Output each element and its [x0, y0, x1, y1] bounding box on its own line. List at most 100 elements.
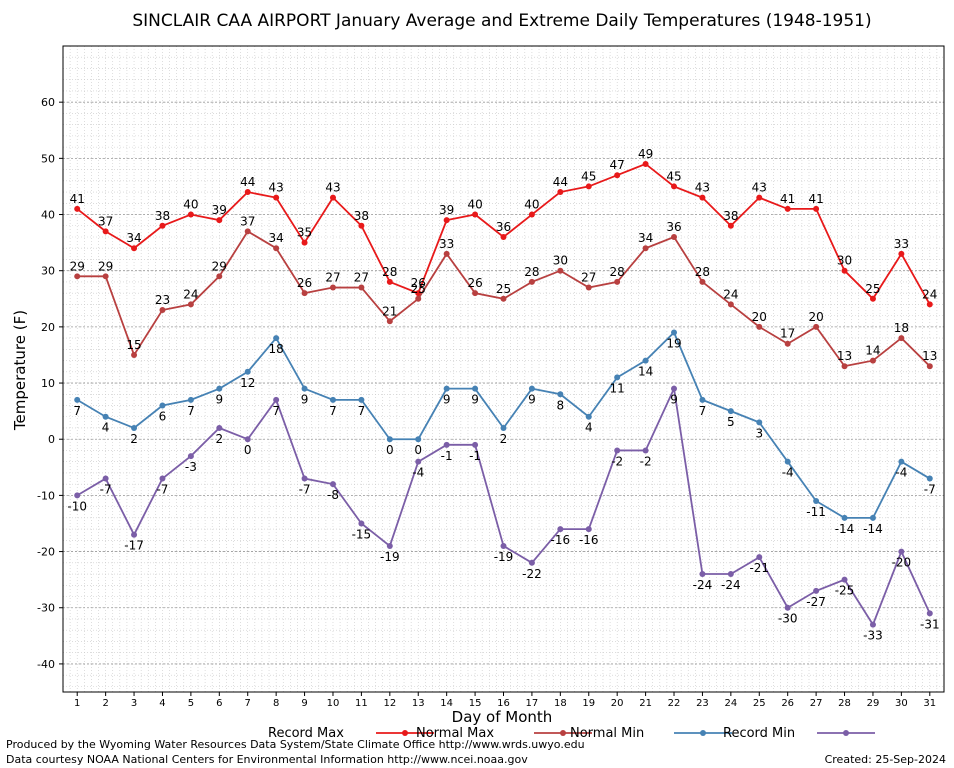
data-label: 18	[269, 342, 284, 356]
data-point	[443, 441, 450, 448]
data-point	[358, 520, 365, 527]
x-tick-label: 12	[383, 698, 396, 709]
data-label: 47	[610, 158, 625, 172]
data-label: 20	[752, 310, 767, 324]
data-point	[131, 351, 138, 358]
x-tick-label: 1	[74, 698, 80, 709]
data-point	[756, 323, 763, 330]
x-tick-label: 7	[245, 698, 251, 709]
y-tick-label: -40	[37, 658, 55, 671]
data-point	[329, 396, 336, 403]
data-label: 0	[244, 443, 252, 457]
data-label: 34	[638, 231, 653, 245]
data-label: 7	[73, 404, 81, 418]
data-label: 29	[212, 259, 227, 273]
data-label: 9	[670, 393, 678, 407]
data-point	[727, 571, 734, 578]
data-label: 4	[102, 421, 110, 435]
data-point	[727, 301, 734, 308]
legend-marker	[560, 730, 566, 736]
data-label: 37	[240, 214, 255, 228]
y-tick-label: 20	[41, 321, 55, 334]
data-label: 28	[382, 265, 397, 279]
x-tick-label: 17	[526, 698, 539, 709]
data-point	[131, 245, 138, 252]
x-tick-label: 25	[753, 698, 766, 709]
data-point	[642, 357, 649, 364]
data-point	[187, 211, 194, 218]
data-label: 30	[553, 254, 568, 268]
data-label: -15	[352, 527, 372, 541]
data-point	[131, 424, 138, 431]
data-point	[784, 340, 791, 347]
data-label: 35	[297, 226, 312, 240]
data-label: 26	[467, 276, 482, 290]
data-point	[528, 278, 535, 285]
data-point	[74, 205, 81, 212]
data-point	[415, 458, 422, 465]
data-label: 27	[354, 271, 369, 285]
data-label: 40	[524, 198, 539, 212]
data-point	[159, 307, 166, 314]
data-point	[642, 160, 649, 167]
x-tick-label: 2	[102, 698, 108, 709]
data-label: 25	[496, 282, 511, 296]
y-tick-label: -20	[37, 546, 55, 559]
data-point	[244, 436, 251, 443]
x-tick-label: 22	[668, 698, 681, 709]
data-label: 19	[666, 336, 681, 350]
data-point	[74, 492, 81, 499]
x-tick-label: 31	[923, 698, 936, 709]
data-label: 7	[358, 404, 366, 418]
data-label: -7	[156, 483, 168, 497]
x-tick-label: 5	[188, 698, 194, 709]
data-label: -3	[185, 460, 197, 474]
data-point	[813, 205, 820, 212]
data-label: 43	[695, 181, 710, 195]
data-point	[557, 526, 564, 533]
data-point	[102, 475, 109, 482]
data-label: 39	[212, 203, 227, 217]
data-label: 24	[723, 287, 738, 301]
data-label: -11	[806, 505, 826, 519]
data-point	[301, 475, 308, 482]
data-label: 5	[727, 415, 735, 429]
chart-title: SINCLAIR CAA AIRPORT January Average and…	[132, 11, 871, 31]
data-point	[841, 576, 848, 583]
data-label: 27	[325, 271, 340, 285]
data-label: 33	[894, 237, 909, 251]
data-point	[869, 514, 876, 521]
data-point	[472, 385, 479, 392]
data-point	[273, 194, 280, 201]
y-tick-label: -10	[37, 489, 55, 502]
data-point	[500, 542, 507, 549]
data-point	[329, 194, 336, 201]
x-tick-label: 3	[131, 698, 137, 709]
data-label: 30	[837, 254, 852, 268]
data-point	[699, 194, 706, 201]
data-label: 7	[187, 404, 195, 418]
x-tick-label: 24	[724, 698, 737, 709]
data-point	[415, 295, 422, 302]
y-tick-label: -30	[37, 602, 55, 615]
data-label: -14	[863, 522, 883, 536]
x-tick-label: 23	[696, 698, 709, 709]
data-label: 8	[557, 398, 565, 412]
data-point	[301, 239, 308, 246]
data-label: 49	[638, 147, 653, 161]
data-point	[614, 278, 621, 285]
data-label: -17	[124, 539, 144, 553]
data-point	[614, 447, 621, 454]
x-tick-label: 15	[469, 698, 482, 709]
data-point	[386, 318, 393, 325]
data-label: -27	[806, 595, 826, 609]
data-label: 39	[439, 203, 454, 217]
data-label: 7	[699, 404, 707, 418]
data-point	[585, 183, 592, 190]
data-point	[329, 481, 336, 488]
data-point	[244, 368, 251, 375]
data-point	[727, 222, 734, 229]
credit-data-courtesy: Data courtesy NOAA National Centers for …	[6, 753, 528, 766]
data-label: 41	[780, 192, 795, 206]
